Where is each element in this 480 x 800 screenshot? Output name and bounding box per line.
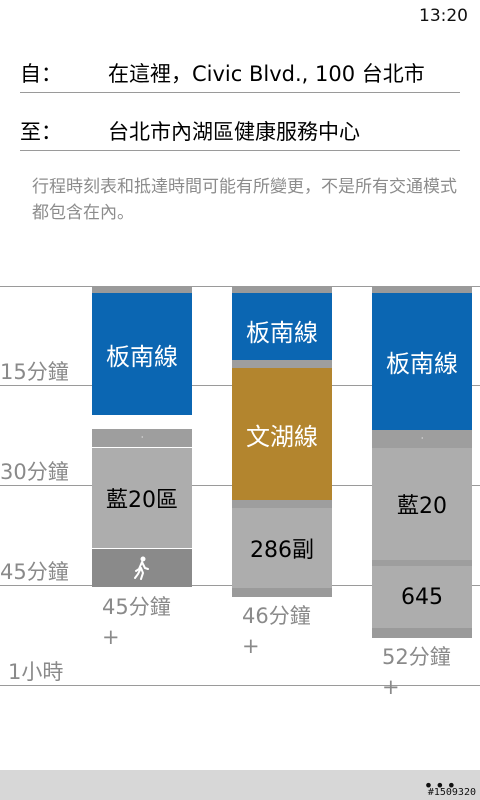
watermark: #1509320 bbox=[427, 787, 476, 798]
time-label-60: 1小時 bbox=[8, 660, 64, 684]
to-value[interactable]: 台北市內湖區健康服務中心 bbox=[108, 120, 360, 144]
segment-transfer: ᐧ bbox=[372, 430, 472, 448]
route-option-1[interactable]: 板南線 ᐧ 藍20區 bbox=[92, 286, 192, 587]
from-value[interactable]: 在這裡，Civic Blvd., 100 台北市 bbox=[108, 62, 425, 86]
segment-label: 板南線 bbox=[386, 350, 458, 378]
segment-gap bbox=[232, 500, 332, 508]
from-field[interactable]: 自： 在這裡，Civic Blvd., 100 台北市 bbox=[20, 58, 460, 93]
segment-cap bbox=[372, 286, 472, 293]
timeline-line-60 bbox=[0, 685, 480, 686]
segment-bus: 645 bbox=[372, 566, 472, 628]
segment-bus: 藍20 bbox=[372, 448, 472, 560]
time-label-30: 30分鐘 bbox=[0, 460, 69, 484]
time-label-45: 45分鐘 bbox=[0, 560, 69, 584]
duration-value: 52分鐘 bbox=[382, 645, 451, 669]
segment-cap bbox=[372, 628, 472, 638]
time-label-15: 15分鐘 bbox=[0, 360, 69, 384]
to-label: 至： bbox=[20, 120, 62, 144]
segment-gap bbox=[232, 360, 332, 368]
segment-walk bbox=[92, 549, 192, 587]
segment-label: 藍20區 bbox=[106, 488, 178, 513]
walk-icon bbox=[134, 556, 149, 580]
segment-label: 藍20 bbox=[397, 494, 447, 519]
duration-plus: + bbox=[382, 675, 400, 699]
segment-metro: 板南線 bbox=[232, 293, 332, 367]
duration-plus: + bbox=[102, 625, 120, 649]
segment-gap bbox=[372, 560, 472, 566]
route-option-3[interactable]: 板南線 ᐧ 藍20 645 bbox=[372, 286, 472, 638]
duration-value: 45分鐘 bbox=[102, 595, 171, 619]
from-label: 自： bbox=[20, 62, 62, 86]
segment-transfer: ᐧ bbox=[92, 429, 192, 447]
transfer-icon: ᐧ bbox=[140, 432, 144, 444]
segment-bus: 286副 bbox=[232, 508, 332, 588]
route-option-2-duration: 46分鐘 + bbox=[242, 601, 311, 661]
status-time: 13:20 bbox=[419, 6, 468, 26]
segment-metro: 文湖線 bbox=[232, 368, 332, 500]
route-option-1-duration: 45分鐘 + bbox=[102, 592, 171, 652]
segment-cap bbox=[232, 286, 332, 293]
schedule-notice: 行程時刻表和抵達時間可能有所變更，不是所有交通模式都包含在內。 bbox=[32, 177, 457, 223]
segment-label: 文湖線 bbox=[246, 422, 318, 451]
route-option-2[interactable]: 板南線 文湖線 286副 bbox=[232, 286, 332, 597]
segment-cap bbox=[92, 286, 192, 293]
more-options-icon[interactable]: ••• bbox=[423, 776, 458, 795]
segment-label: 286副 bbox=[250, 538, 314, 563]
transfer-icon: ᐧ bbox=[420, 433, 424, 445]
segment-label: 板南線 bbox=[246, 318, 318, 347]
duration-value: 46分鐘 bbox=[242, 604, 311, 628]
segment-metro: 板南線 bbox=[92, 293, 192, 415]
route-option-3-duration: 52分鐘 + bbox=[382, 642, 451, 702]
segment-bus: 藍20區 bbox=[92, 448, 192, 548]
segment-label: 板南線 bbox=[106, 342, 178, 371]
app-bar: ••• #1509320 bbox=[0, 770, 480, 800]
to-field[interactable]: 至： 台北市內湖區健康服務中心 bbox=[20, 116, 460, 151]
segment-cap bbox=[232, 588, 332, 597]
segment-label: 645 bbox=[401, 584, 443, 610]
duration-plus: + bbox=[242, 634, 260, 658]
segment-metro: 板南線 bbox=[372, 293, 472, 430]
